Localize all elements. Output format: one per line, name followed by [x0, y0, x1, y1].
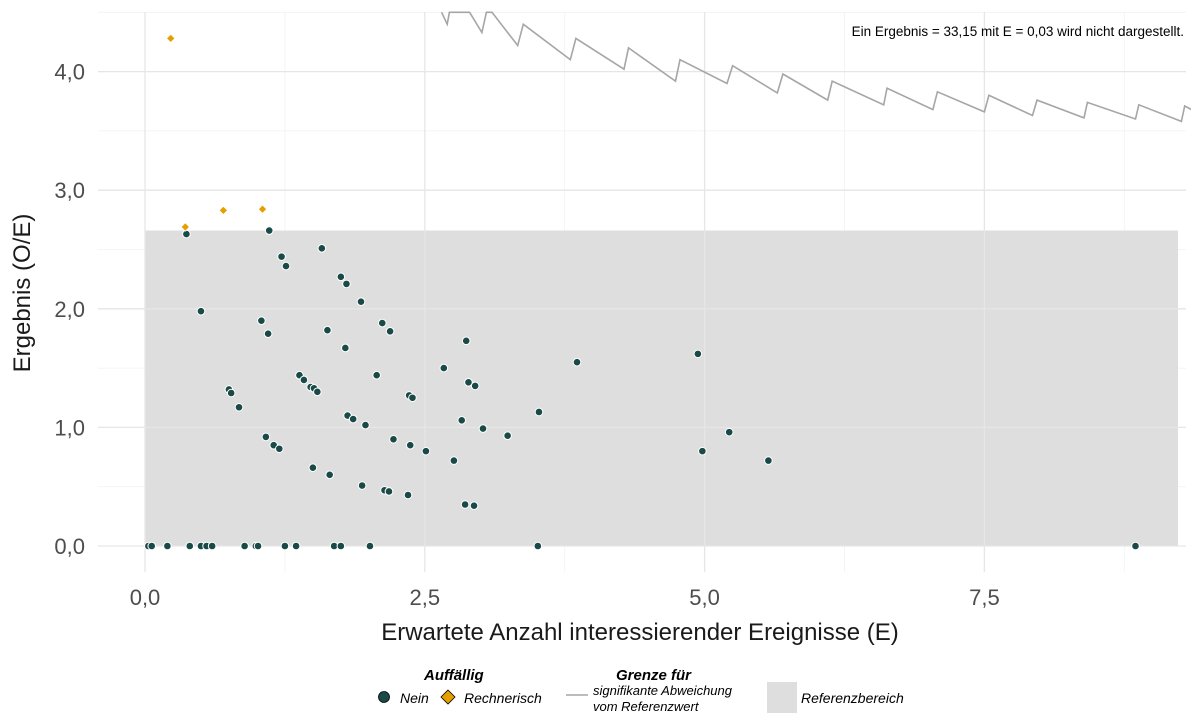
point-rechnerisch [165, 33, 176, 44]
y-tick-label: 2,0 [54, 297, 85, 322]
point-nein [264, 226, 274, 235]
point-nein [421, 446, 431, 456]
legend-label-rechnerisch: Rechnerisch [464, 690, 542, 706]
point-nein [261, 432, 271, 442]
x-tick-labels: 0,0 2,5 5,0 7,5 [130, 585, 1000, 610]
legend-key-referenz [767, 682, 797, 713]
point-nein [342, 279, 351, 289]
point-nein [1131, 541, 1140, 551]
point-nein [356, 297, 366, 306]
point-nein [724, 427, 734, 437]
annotation: Ein Ergebnis = 33,15 mit E = 0,03 wird n… [852, 24, 1184, 39]
point-nein [764, 456, 773, 465]
reference-range [145, 230, 1179, 547]
point-nein [405, 440, 415, 450]
point-nein [377, 318, 387, 328]
legend-title-grenze: Grenze für [616, 667, 692, 684]
point-nein [280, 541, 290, 551]
legend-label-referenz: Referenzbereich [801, 690, 904, 706]
point-nein [325, 470, 334, 480]
grid-major [98, 12, 1186, 572]
y-tick-label: 1,0 [54, 415, 85, 440]
point-nein [336, 541, 346, 551]
point-nein [503, 431, 512, 441]
point-nein [408, 393, 417, 403]
point-nein [323, 325, 332, 335]
point-nein [460, 500, 470, 509]
point-nein [317, 244, 327, 253]
y-axis-title: Ergebnis (O/E) [9, 214, 36, 373]
point-nein [348, 414, 358, 424]
point-nein [449, 456, 459, 465]
point-nein [534, 407, 544, 417]
y-tick-label: 0,0 [54, 534, 85, 559]
point-nein [263, 329, 273, 339]
point-nein [275, 444, 284, 454]
point-nein [389, 434, 398, 444]
point-nein [147, 541, 157, 551]
point-rechnerisch [218, 205, 229, 216]
point-nein [341, 343, 350, 353]
legend-key-rechnerisch [440, 689, 456, 705]
point-nein [281, 261, 291, 271]
x-axis-title: Erwartete Anzahl interessierender Ereign… [381, 619, 899, 646]
legend-label-grenze-2: vom Referenzwert [593, 699, 699, 714]
point-nein [698, 446, 707, 456]
point-nein [361, 420, 370, 430]
point-nein [572, 357, 582, 367]
point-nein [308, 463, 318, 473]
point-nein [469, 501, 479, 510]
legend-key-limit-line [566, 694, 588, 696]
x-tick-label: 0,0 [130, 585, 161, 610]
point-nein [163, 541, 172, 551]
point-nein [439, 363, 449, 373]
point-rechnerisch [180, 222, 191, 232]
point-nein [478, 424, 488, 433]
legend-title-auffaellig: Auffällig [424, 667, 484, 684]
point-nein [461, 336, 471, 346]
point-nein [240, 541, 249, 551]
point-nein [384, 487, 394, 496]
point-nein [403, 490, 413, 500]
x-tick-label: 7,5 [969, 585, 1000, 610]
point-nein [470, 381, 480, 391]
point-nein [336, 272, 346, 282]
point-rechnerisch [257, 204, 268, 214]
point-nein [385, 327, 395, 336]
point-nein [253, 541, 263, 551]
point-nein [257, 316, 266, 325]
point-nein [693, 349, 703, 359]
legend-label-grenze-1: signifikante Abweichung [593, 683, 732, 698]
y-tick-label: 4,0 [54, 60, 85, 85]
legend: Auffällig Nein Rechnerisch Grenze für si… [0, 664, 1191, 718]
point-nein [182, 229, 191, 239]
legend-key-nein [378, 691, 390, 703]
point-nein [196, 306, 206, 316]
point-nein [234, 402, 244, 412]
y-tick-labels: 0,0 1,0 2,0 3,0 4,0 [54, 60, 85, 559]
y-tick-label: 3,0 [54, 178, 85, 203]
point-nein [372, 370, 381, 380]
x-tick-label: 5,0 [689, 585, 720, 610]
point-nein [207, 541, 217, 551]
point-nein [365, 541, 375, 551]
point-nein [299, 375, 309, 385]
chart: 0,0 2,5 5,0 7,5 0,0 1,0 2,0 3,0 4,0 Erwartete A… [9, 11, 1191, 646]
limit-line [440, 11, 1191, 123]
point-nein [226, 388, 236, 398]
point-nein [277, 252, 286, 261]
point-nein [464, 378, 473, 387]
point-nein [313, 387, 322, 397]
point-nein [357, 481, 367, 490]
data-points [144, 33, 1140, 551]
point-nein [533, 541, 543, 551]
legend-label-nein: Nein [400, 690, 429, 706]
x-tick-label: 2,5 [410, 585, 441, 610]
point-nein [457, 415, 467, 425]
point-nein [291, 541, 301, 551]
point-nein [185, 541, 195, 551]
